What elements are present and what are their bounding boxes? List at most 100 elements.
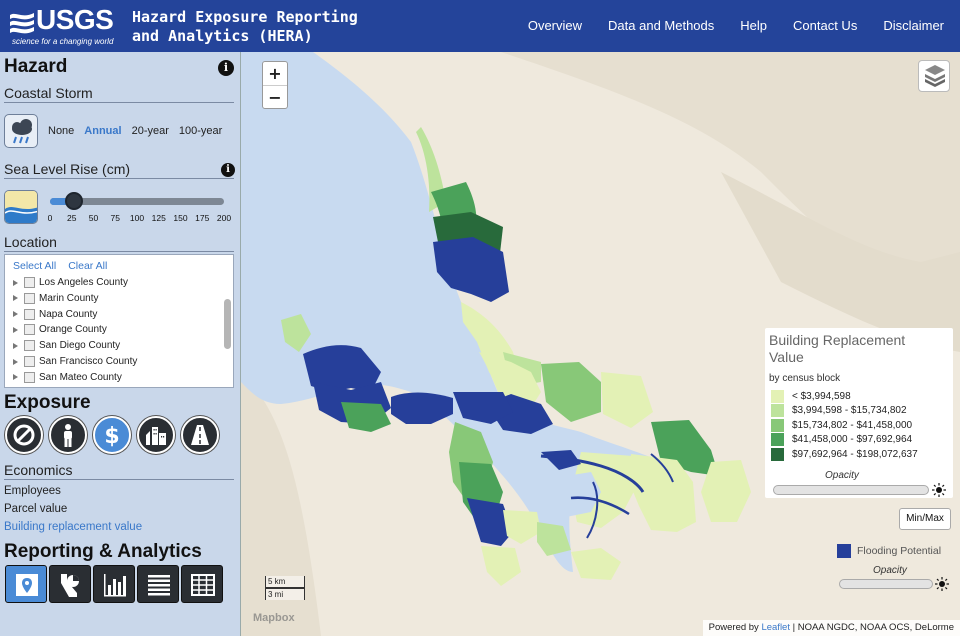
logo-wordmark: USGS bbox=[36, 4, 114, 35]
legend-swatch bbox=[771, 389, 784, 403]
map-pin-icon bbox=[16, 574, 38, 596]
slr-tick-75: 75 bbox=[110, 213, 120, 223]
location-item[interactable]: Orange County bbox=[11, 322, 107, 337]
minmax-button[interactable]: Min/Max bbox=[899, 508, 951, 530]
location-item[interactable]: San Francisco County bbox=[11, 354, 137, 369]
legend-class: $41,458,000 - $97,692,964 bbox=[771, 433, 912, 447]
storm-option-100-year[interactable]: 100-year bbox=[178, 125, 223, 137]
slr-tick-25: 25 bbox=[67, 213, 77, 223]
exposure-none-button[interactable] bbox=[5, 416, 43, 454]
legend-class-label: $15,734,802 - $41,458,000 bbox=[792, 419, 913, 431]
slr-tick-50: 50 bbox=[88, 213, 99, 223]
clear-all-link[interactable]: Clear All bbox=[68, 260, 108, 272]
opacity-sun-icon[interactable] bbox=[932, 483, 946, 497]
expand-arrow-icon[interactable] bbox=[13, 326, 18, 333]
storm-options: None Annual 20-year 100-year bbox=[48, 125, 222, 137]
usgs-wave-icon bbox=[10, 13, 34, 34]
expand-arrow-icon[interactable] bbox=[13, 311, 18, 318]
attribution-prefix: Powered by bbox=[708, 622, 759, 633]
slr-slider-track[interactable] bbox=[50, 198, 224, 205]
reporting-table-button[interactable] bbox=[181, 565, 223, 603]
expand-arrow-icon[interactable] bbox=[13, 342, 18, 349]
legend-class-label: $41,458,000 - $97,692,964 bbox=[792, 434, 913, 445]
storm-option-20-year[interactable]: 20-year bbox=[131, 125, 169, 137]
legend-swatch bbox=[771, 404, 784, 417]
location-item[interactable]: San Diego County bbox=[11, 338, 120, 353]
legend-opacity-label: Opacity bbox=[825, 470, 859, 481]
logo-tagline: science for a changing world bbox=[12, 37, 114, 46]
storm-option-none[interactable]: None bbox=[48, 125, 75, 137]
slr-tick-200: 200 bbox=[216, 213, 232, 223]
expand-arrow-icon[interactable] bbox=[13, 358, 18, 365]
location-tree: Select All Clear All Los Angeles County M… bbox=[4, 254, 234, 388]
app-title-line2: and Analytics (HERA) bbox=[132, 27, 313, 45]
hazard-info-icon[interactable]: i bbox=[218, 60, 234, 76]
exposure-dollar-button[interactable]: $ bbox=[93, 416, 131, 454]
sea-level-rise-title: Sea Level Rise (cm) bbox=[4, 161, 234, 179]
storm-option-annual[interactable]: Annual bbox=[84, 125, 122, 137]
legend-swatch bbox=[771, 418, 784, 432]
flooding-opacity-label: Opacity bbox=[873, 565, 907, 576]
expand-arrow-icon[interactable] bbox=[13, 295, 18, 302]
reporting-title: Reporting & Analytics bbox=[4, 541, 202, 562]
location-item[interactable]: Napa County bbox=[11, 307, 97, 322]
legend-class-label: $3,994,598 - $15,734,802 bbox=[792, 405, 907, 416]
slr-tick-175: 175 bbox=[195, 213, 210, 223]
flooding-sun-icon[interactable] bbox=[935, 577, 949, 591]
econ-employees[interactable]: Employees bbox=[4, 485, 61, 497]
buildings-icon bbox=[146, 427, 166, 445]
location-item[interactable]: Marin County bbox=[11, 291, 98, 306]
map-view[interactable]: + − Building Replacement Value by census… bbox=[241, 52, 960, 636]
reporting-state-chart-button[interactable] bbox=[49, 565, 91, 603]
slr-tick-150: 150 bbox=[173, 213, 188, 223]
exposure-buildings-button[interactable] bbox=[137, 416, 175, 454]
nav-disclaimer[interactable]: Disclaimer bbox=[883, 18, 944, 33]
coastal-storm-title: Coastal Storm bbox=[4, 85, 234, 103]
zoom-out-button[interactable]: − bbox=[268, 88, 282, 107]
location-item[interactable]: Los Angeles County bbox=[11, 275, 128, 290]
location-checkbox[interactable] bbox=[24, 340, 35, 352]
reporting-list-button[interactable] bbox=[137, 565, 179, 603]
slr-tick-125: 125 bbox=[151, 213, 166, 223]
layers-button[interactable] bbox=[918, 60, 950, 92]
flooding-opacity-slider[interactable] bbox=[839, 579, 933, 589]
hazard-title: Hazard bbox=[4, 56, 68, 77]
person-icon bbox=[64, 424, 72, 447]
expand-arrow-icon[interactable] bbox=[13, 374, 18, 381]
location-label: Marin County bbox=[39, 292, 99, 304]
legend-opacity-slider[interactable] bbox=[773, 485, 929, 495]
location-checkbox[interactable] bbox=[24, 371, 35, 383]
slr-slider-thumb[interactable] bbox=[65, 192, 84, 210]
leaflet-link[interactable]: Leaflet bbox=[761, 622, 790, 633]
scale-km: 5 km bbox=[265, 576, 305, 588]
app-title: Hazard Exposure Reporting and Analytics … bbox=[132, 8, 372, 46]
legend-class: $15,734,802 - $41,458,000 bbox=[771, 418, 912, 432]
nav-help[interactable]: Help bbox=[740, 18, 768, 33]
exposure-road-button[interactable] bbox=[181, 416, 219, 454]
location-scrollbar[interactable] bbox=[224, 299, 231, 349]
zoom-in-button[interactable]: + bbox=[263, 62, 287, 86]
location-checkbox[interactable] bbox=[24, 308, 35, 320]
location-checkbox[interactable] bbox=[24, 292, 35, 304]
slr-info-icon[interactable]: i bbox=[221, 163, 235, 177]
map-attribution: Powered by Leaflet | NOAA NGDC, NOAA OCS… bbox=[702, 620, 960, 636]
econ-parcel-value[interactable]: Parcel value bbox=[4, 503, 68, 515]
reporting-bar-chart-button[interactable] bbox=[93, 565, 135, 603]
usgs-logo[interactable]: USGS science for a changing world bbox=[8, 4, 123, 47]
sidebar: Hazard i Coastal Storm None Annual 20-ye… bbox=[0, 52, 240, 636]
none-icon bbox=[13, 424, 35, 446]
econ-building-replacement-value[interactable]: Building replacement value bbox=[4, 521, 143, 533]
expand-arrow-icon[interactable] bbox=[13, 279, 18, 286]
nav-contact-us[interactable]: Contact Us bbox=[793, 18, 858, 33]
location-checkbox[interactable] bbox=[24, 356, 35, 367]
reporting-map-pin-button[interactable] bbox=[5, 565, 47, 603]
exposure-person-button[interactable] bbox=[49, 416, 87, 454]
location-checkbox[interactable] bbox=[24, 324, 35, 336]
select-all-link[interactable]: Select All bbox=[13, 260, 57, 272]
attribution-sources: | NOAA NGDC, NOAA OCS, DeLorme bbox=[792, 622, 954, 633]
nav-data-and-methods[interactable]: Data and Methods bbox=[608, 18, 715, 33]
location-item[interactable]: San Mateo County bbox=[11, 370, 122, 385]
location-checkbox[interactable] bbox=[24, 277, 35, 288]
location-label: Orange County bbox=[39, 324, 107, 336]
nav-overview[interactable]: Overview bbox=[527, 18, 583, 33]
